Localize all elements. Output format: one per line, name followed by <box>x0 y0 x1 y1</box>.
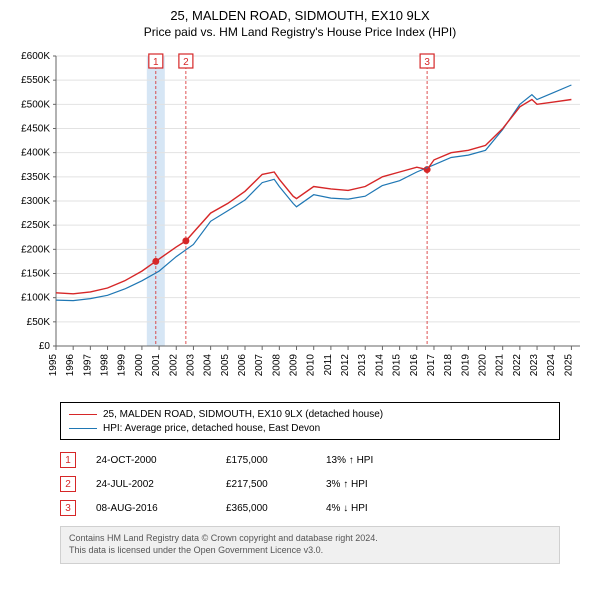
sale-price: £217,500 <box>226 479 306 490</box>
sale-row: 3 08-AUG-2016 £365,000 4% ↓ HPI <box>60 496 580 520</box>
svg-text:£550K: £550K <box>21 76 50 87</box>
svg-text:2021: 2021 <box>495 354 506 377</box>
svg-text:2008: 2008 <box>271 354 282 377</box>
svg-text:2006: 2006 <box>237 354 248 377</box>
svg-text:£300K: £300K <box>21 196 50 207</box>
svg-text:£200K: £200K <box>21 245 50 256</box>
svg-text:£250K: £250K <box>21 221 50 232</box>
svg-text:£500K: £500K <box>21 100 50 111</box>
sale-row: 1 24-OCT-2000 £175,000 13% ↑ HPI <box>60 448 580 472</box>
sales-table: 1 24-OCT-2000 £175,000 13% ↑ HPI 2 24-JU… <box>60 448 580 520</box>
sale-price: £175,000 <box>226 455 306 466</box>
sale-num-box: 3 <box>60 500 76 516</box>
legend-item: HPI: Average price, detached house, East… <box>69 421 551 435</box>
svg-text:2020: 2020 <box>478 354 489 377</box>
svg-text:2012: 2012 <box>340 354 351 377</box>
svg-text:1995: 1995 <box>48 354 59 377</box>
svg-text:2024: 2024 <box>546 354 557 377</box>
sale-hpi: 4% ↓ HPI <box>326 503 416 514</box>
svg-text:2022: 2022 <box>512 354 523 377</box>
svg-text:2025: 2025 <box>563 354 574 377</box>
sale-num-box: 2 <box>60 476 76 492</box>
legend-label: HPI: Average price, detached house, East… <box>103 423 320 434</box>
sale-date: 24-JUL-2002 <box>96 479 206 490</box>
sale-date: 08-AUG-2016 <box>96 503 206 514</box>
svg-text:2015: 2015 <box>392 354 403 377</box>
svg-text:2002: 2002 <box>168 354 179 377</box>
svg-text:2018: 2018 <box>443 354 454 377</box>
svg-text:2014: 2014 <box>374 354 385 377</box>
svg-text:2003: 2003 <box>185 354 196 377</box>
svg-text:2000: 2000 <box>134 354 145 377</box>
legend-swatch <box>69 414 97 415</box>
svg-text:2013: 2013 <box>357 354 368 377</box>
svg-text:2023: 2023 <box>529 354 540 377</box>
footer-line: Contains HM Land Registry data © Crown c… <box>69 533 551 545</box>
svg-text:2016: 2016 <box>409 354 420 377</box>
svg-text:2004: 2004 <box>203 354 214 377</box>
footer-line: This data is licensed under the Open Gov… <box>69 545 551 557</box>
svg-text:2017: 2017 <box>426 354 437 377</box>
sale-date: 24-OCT-2000 <box>96 455 206 466</box>
svg-text:£450K: £450K <box>21 124 50 135</box>
svg-text:£50K: £50K <box>27 317 51 328</box>
sale-price: £365,000 <box>226 503 306 514</box>
svg-text:£600K: £600K <box>21 51 50 62</box>
svg-text:2010: 2010 <box>306 354 317 377</box>
svg-text:2019: 2019 <box>460 354 471 377</box>
attribution: Contains HM Land Registry data © Crown c… <box>60 526 560 563</box>
svg-text:£350K: £350K <box>21 172 50 183</box>
svg-text:£400K: £400K <box>21 148 50 159</box>
chart-svg: £0 £50K £100K £150K £200K £250K £300K £350K £400… <box>10 46 590 396</box>
svg-text:1998: 1998 <box>100 354 111 377</box>
svg-text:2009: 2009 <box>289 354 300 377</box>
svg-text:£0: £0 <box>39 341 51 352</box>
chart: £0 £50K £100K £150K £200K £250K £300K £350K £400… <box>10 46 590 396</box>
svg-text:2011: 2011 <box>323 354 334 376</box>
svg-text:1997: 1997 <box>82 354 93 377</box>
sale-row: 2 24-JUL-2002 £217,500 3% ↑ HPI <box>60 472 580 496</box>
legend-item: 25, MALDEN ROAD, SIDMOUTH, EX10 9LX (det… <box>69 407 551 421</box>
svg-text:1996: 1996 <box>65 354 76 377</box>
subtitle: Price paid vs. HM Land Registry's House … <box>10 25 590 41</box>
legend-label: 25, MALDEN ROAD, SIDMOUTH, EX10 9LX (det… <box>103 409 383 420</box>
svg-text:£150K: £150K <box>21 269 50 280</box>
legend-swatch <box>69 428 97 429</box>
sale-hpi: 13% ↑ HPI <box>326 455 416 466</box>
legend: 25, MALDEN ROAD, SIDMOUTH, EX10 9LX (det… <box>60 402 560 440</box>
svg-text:1: 1 <box>153 57 159 68</box>
title: 25, MALDEN ROAD, SIDMOUTH, EX10 9LX <box>10 8 590 25</box>
svg-text:2005: 2005 <box>220 354 231 377</box>
svg-text:1999: 1999 <box>117 354 128 377</box>
svg-text:3: 3 <box>424 57 430 68</box>
sale-hpi: 3% ↑ HPI <box>326 479 416 490</box>
svg-text:2001: 2001 <box>151 354 162 377</box>
svg-text:£100K: £100K <box>21 293 50 304</box>
svg-text:2: 2 <box>183 57 189 68</box>
page: 25, MALDEN ROAD, SIDMOUTH, EX10 9LX Pric… <box>0 0 600 590</box>
sale-num-box: 1 <box>60 452 76 468</box>
svg-text:2007: 2007 <box>254 354 265 377</box>
